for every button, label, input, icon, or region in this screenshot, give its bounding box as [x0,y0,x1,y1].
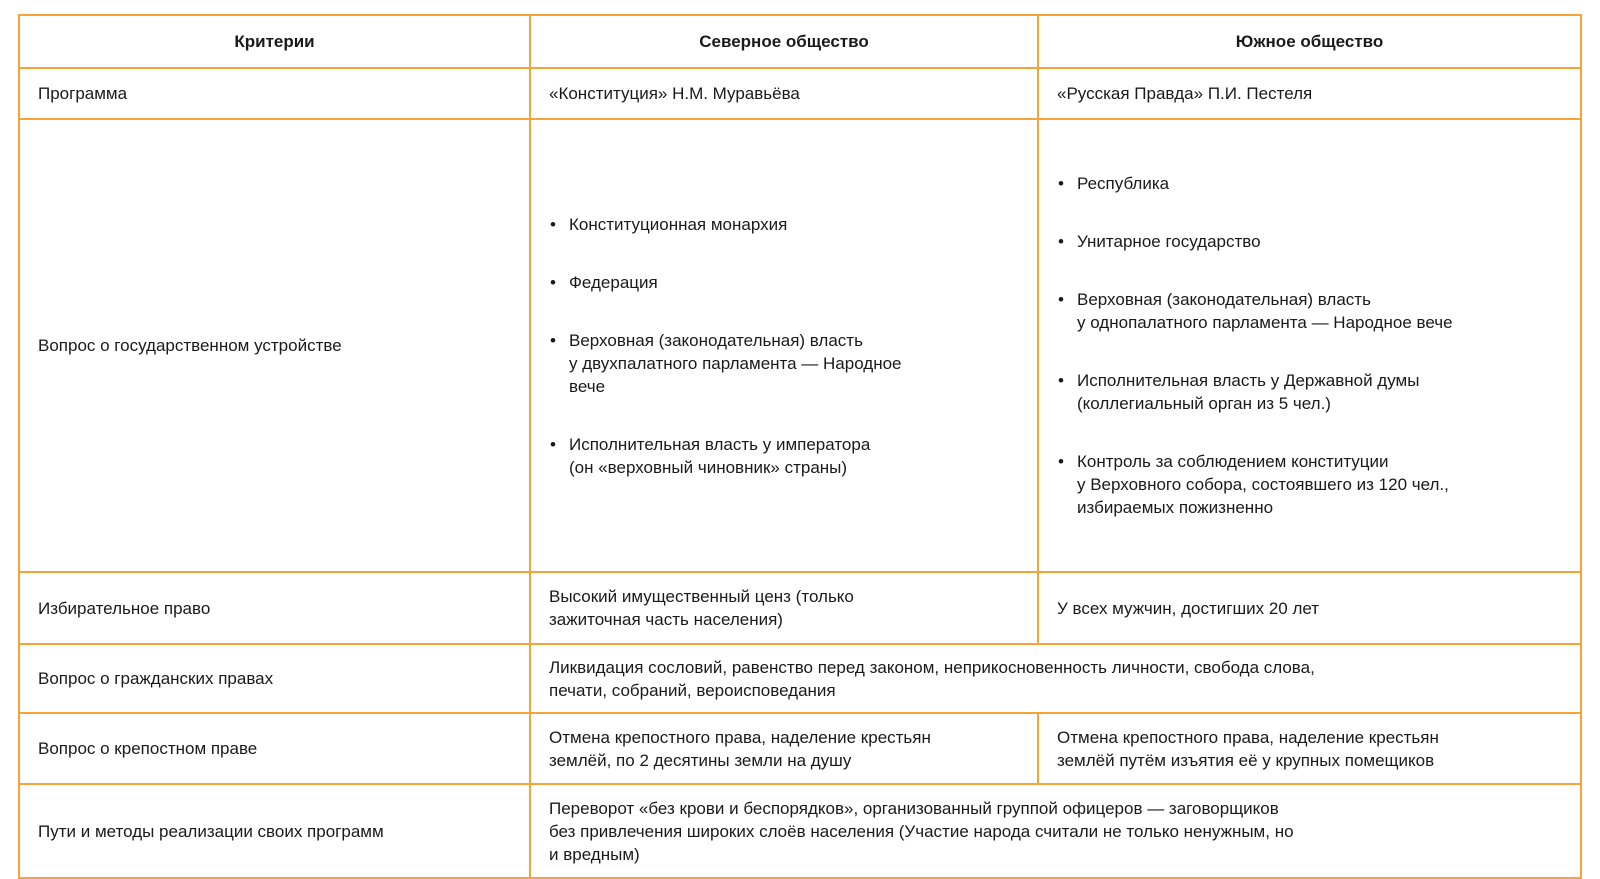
header-south: Южное общество [1037,14,1582,69]
row-label: Вопрос о крепостном праве [18,712,531,785]
north-list: Конституционная монархия Федерация Верхо… [549,184,1019,508]
north-cell: Высокий имущественный ценз (только зажит… [529,571,1039,645]
table-row: Избирательное право Высокий имущественны… [18,571,1582,645]
table-row: Вопрос о государственном устройстве Конс… [18,118,1582,573]
north-cell: Конституционная монархия Федерация Верхо… [529,118,1039,573]
header-north: Северное общество [529,14,1039,69]
south-cell: Отмена крепостного права, наделение крес… [1037,712,1582,785]
list-item: Унитарное государство [1058,230,1562,253]
list-item: Верховная (законодательная) власть у одн… [1058,288,1562,334]
table-row: Вопрос о крепостном праве Отмена крепост… [18,712,1582,785]
shared-cell: Ликвидация сословий, равенство перед зак… [529,643,1582,714]
list-item: Исполнительная власть у императора (он «… [550,433,1019,479]
table-row: Пути и методы реализации своих программ … [18,783,1582,879]
row-label: Вопрос о государственном устройстве [18,118,531,573]
row-label: Программа [18,67,531,120]
list-item: Конституционная монархия [550,213,1019,236]
list-item: Республика [1058,172,1562,195]
north-cell: Отмена крепостного права, наделение крес… [529,712,1039,785]
south-cell: Республика Унитарное государство Верховн… [1037,118,1582,573]
list-item: Исполнительная власть у Державной думы (… [1058,369,1562,415]
south-list: Республика Унитарное государство Верховн… [1057,143,1562,548]
list-item: Верховная (законодательная) власть у дву… [550,329,1019,398]
south-cell: «Русская Правда» П.И. Пестеля [1037,67,1582,120]
shared-cell: Переворот «без крови и беспорядков», орг… [529,783,1582,879]
row-label: Избирательное право [18,571,531,645]
south-cell: У всех мужчин, достигших 20 лет [1037,571,1582,645]
north-cell: «Конституция» Н.М. Муравьёва [529,67,1039,120]
row-label: Пути и методы реализации своих программ [18,783,531,879]
list-item: Федерация [550,271,1019,294]
table-row: Программа «Конституция» Н.М. Муравьёва «… [18,67,1582,120]
header-row: Критерии Северное общество Южное обществ… [18,14,1582,69]
header-criteria: Критерии [18,14,531,69]
comparison-table: Критерии Северное общество Южное обществ… [18,14,1582,879]
list-item: Контроль за соблюдением конституции у Ве… [1058,450,1562,519]
table-row: Вопрос о гражданских правах Ликвидация с… [18,643,1582,714]
